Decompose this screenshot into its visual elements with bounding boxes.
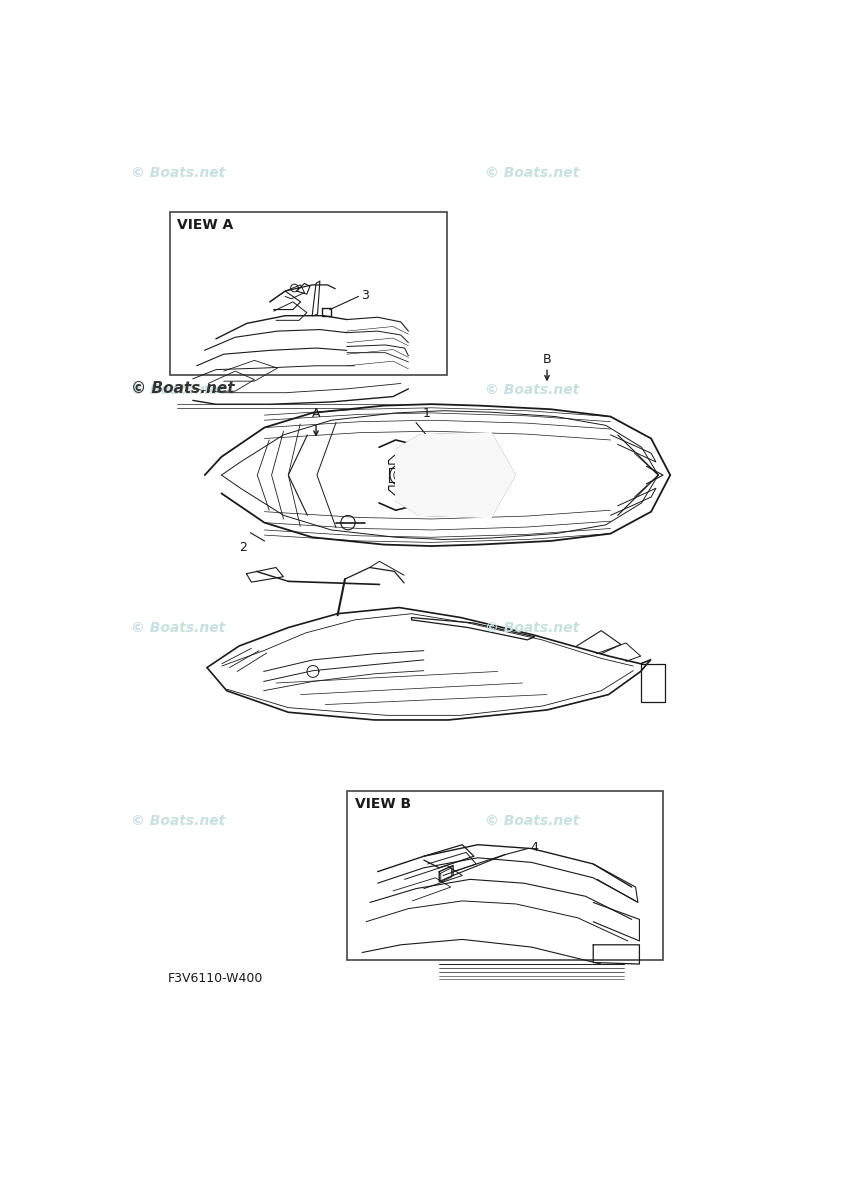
Text: 3: 3 xyxy=(360,289,369,302)
Polygon shape xyxy=(388,468,412,482)
Text: F3V6110-W400: F3V6110-W400 xyxy=(168,972,264,985)
Text: 4: 4 xyxy=(530,841,538,854)
Polygon shape xyxy=(411,618,535,640)
Polygon shape xyxy=(640,664,666,702)
Text: VIEW B: VIEW B xyxy=(354,797,410,811)
Polygon shape xyxy=(204,404,670,546)
Polygon shape xyxy=(247,568,283,582)
Text: © Boats.net: © Boats.net xyxy=(131,166,226,180)
Text: © Boats.net: © Boats.net xyxy=(131,383,226,397)
Bar xyxy=(347,791,662,960)
Text: A: A xyxy=(312,407,321,420)
Bar xyxy=(170,211,447,374)
Text: © Boats.net: © Boats.net xyxy=(485,814,580,828)
Text: © Boats.net: © Boats.net xyxy=(485,622,580,636)
Text: © Boats.net: © Boats.net xyxy=(131,814,226,828)
Polygon shape xyxy=(312,281,320,316)
Text: © Boats.net: © Boats.net xyxy=(485,166,580,180)
Text: © Boats.net: © Boats.net xyxy=(131,622,226,636)
Polygon shape xyxy=(396,433,515,517)
Text: 1: 1 xyxy=(422,407,430,420)
Text: © Boats.net: © Boats.net xyxy=(131,382,235,396)
Text: B: B xyxy=(543,353,551,366)
Text: 2: 2 xyxy=(239,540,247,553)
Text: VIEW A: VIEW A xyxy=(177,218,234,232)
Text: © Boats.net: © Boats.net xyxy=(485,383,580,397)
Polygon shape xyxy=(207,607,650,720)
